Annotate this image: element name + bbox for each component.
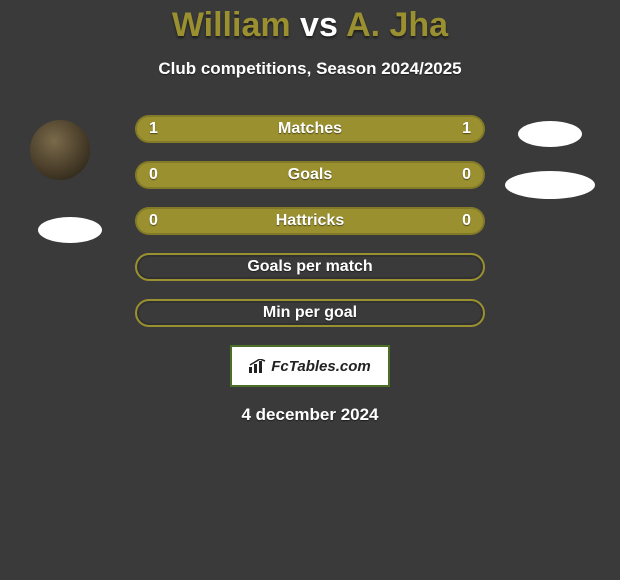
player1-name: William: [172, 6, 291, 44]
decorative-blob-1: [38, 217, 102, 243]
stat-row: Min per goal: [135, 299, 485, 327]
stat-right: 0: [462, 212, 471, 230]
stat-row: 0Hattricks0: [135, 207, 485, 235]
player1-avatar: [28, 118, 92, 182]
stat-row: 1Matches1: [135, 115, 485, 143]
stat-row: Goals per match: [135, 253, 485, 281]
source-logo: FcTables.com: [230, 345, 390, 387]
stat-label: Hattricks: [158, 212, 462, 230]
date-text: 4 december 2024: [0, 405, 620, 425]
stat-label: Matches: [158, 120, 462, 138]
logo-text: FcTables.com: [271, 358, 370, 375]
decorative-blob-3: [505, 171, 595, 199]
stat-label: Min per goal: [151, 304, 469, 322]
subtitle: Club competitions, Season 2024/2025: [0, 59, 620, 79]
stat-row: 0Goals0: [135, 161, 485, 189]
stat-left: 1: [149, 120, 158, 138]
stat-left: 0: [149, 166, 158, 184]
stat-label: Goals per match: [151, 258, 469, 276]
decorative-blob-2: [518, 121, 582, 147]
stat-right: 1: [462, 120, 471, 138]
chart-icon: [249, 359, 267, 373]
comparison-title: William vs A. Jha: [0, 0, 620, 45]
stats-area: 1Matches10Goals00Hattricks0Goals per mat…: [0, 115, 620, 425]
stat-right: 0: [462, 166, 471, 184]
stat-label: Goals: [158, 166, 462, 184]
vs-text: vs: [300, 6, 338, 44]
stat-left: 0: [149, 212, 158, 230]
player2-name: A. Jha: [346, 6, 448, 44]
